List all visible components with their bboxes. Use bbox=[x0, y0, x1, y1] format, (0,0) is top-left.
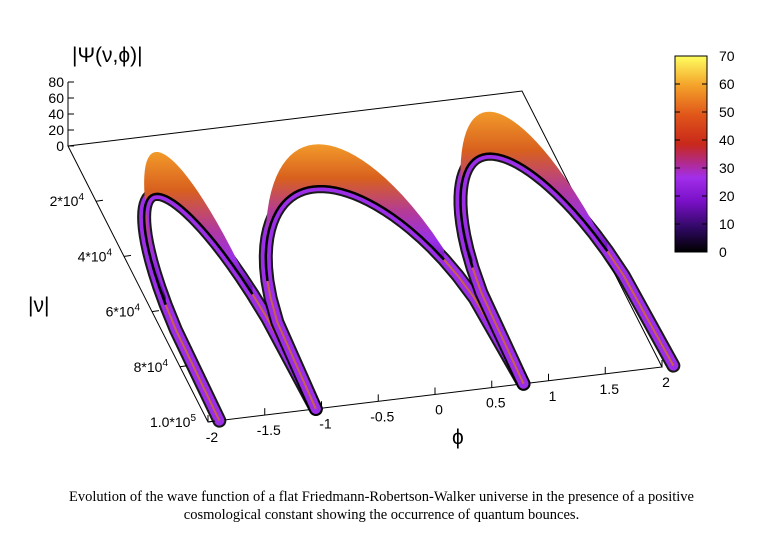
z-tick-label: 20 bbox=[48, 122, 64, 138]
x-tick-label: 0 bbox=[435, 402, 443, 418]
surface bbox=[137, 111, 681, 428]
bounce-2 bbox=[258, 144, 531, 416]
bounce-1-crest bbox=[144, 151, 253, 305]
x-tick-label: 0.5 bbox=[486, 395, 506, 411]
figure-caption: Evolution of the wave function of a flat… bbox=[0, 488, 763, 524]
x-tick-label: -0.5 bbox=[370, 408, 394, 424]
y-tick-label: 1.0*105 bbox=[150, 413, 196, 430]
z-tick-label: 40 bbox=[48, 106, 64, 122]
colorbar-tick-label: 0 bbox=[719, 244, 727, 260]
x-tick-label: -1 bbox=[319, 415, 332, 431]
colorbar-tick-label: 50 bbox=[719, 104, 735, 120]
bounce-2-crest bbox=[265, 144, 445, 281]
bounce-1 bbox=[137, 151, 323, 428]
bounce-3-crest-base bbox=[459, 152, 609, 268]
y-tick-label: 2*104 bbox=[50, 192, 85, 209]
colorbar-tick-label: 60 bbox=[719, 76, 735, 92]
y-tick-mark bbox=[151, 310, 160, 313]
colorbar-tick-label: 40 bbox=[719, 132, 735, 148]
caption-line-1: Evolution of the wave function of a flat… bbox=[69, 489, 694, 505]
x-tick-label: -1.5 bbox=[257, 422, 281, 438]
colorbar-tick-label: 20 bbox=[719, 188, 735, 204]
colorbar-tick-label: 30 bbox=[719, 160, 735, 176]
x-tick-label: 1 bbox=[549, 388, 557, 404]
x-axis-title: ϕ bbox=[452, 426, 464, 449]
y-tick-label: 8*104 bbox=[134, 358, 169, 375]
colorbar-tick-label: 10 bbox=[719, 216, 735, 232]
y-tick-label: 4*104 bbox=[78, 247, 113, 264]
colorbar-gradient bbox=[674, 55, 708, 253]
bounce-3-crest bbox=[460, 111, 608, 268]
bounce-2-crest-base bbox=[264, 184, 445, 282]
z-tick-label: 0 bbox=[56, 138, 64, 154]
bounce-1-arm bbox=[139, 188, 321, 426]
colorbar: 0 10 20 30 40 50 60 70 bbox=[674, 48, 735, 260]
y-tick-label: 6*104 bbox=[106, 303, 141, 320]
x-tick-label: 1.5 bbox=[600, 381, 620, 397]
caption-line-2: cosmological constant showing the occurr… bbox=[183, 507, 580, 523]
colorbar-tick-label: 70 bbox=[719, 48, 735, 64]
y-axis-title: |ν| bbox=[28, 294, 49, 317]
y-tick-mark bbox=[123, 254, 132, 257]
z-tick-label: 60 bbox=[48, 90, 64, 106]
x-tick-label: 2 bbox=[662, 374, 670, 390]
y-tick-mark bbox=[179, 365, 188, 368]
z-axis-title: |Ψ(ν,ϕ)| bbox=[72, 44, 143, 67]
z-tick-label: 80 bbox=[48, 74, 64, 90]
y-tick-mark bbox=[207, 420, 216, 423]
bounce-3 bbox=[453, 111, 681, 391]
x-tick-label: -2 bbox=[206, 429, 219, 445]
y-tick-mark bbox=[95, 199, 104, 202]
bounce-1-crest-base bbox=[142, 192, 254, 306]
